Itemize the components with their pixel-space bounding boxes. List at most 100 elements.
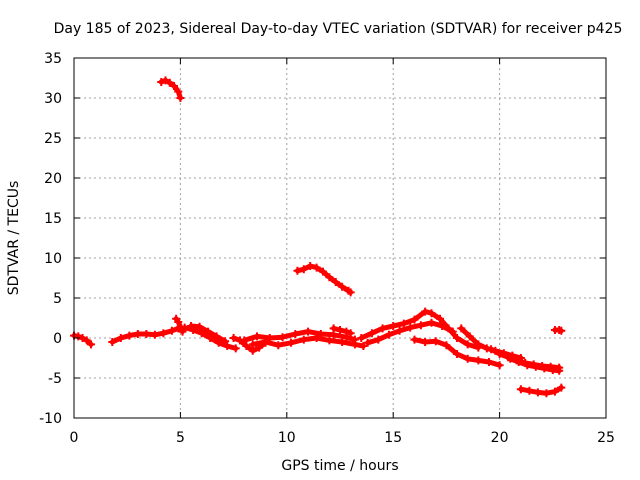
data-point <box>195 322 204 331</box>
data-point <box>487 345 496 354</box>
data-point <box>176 94 185 102</box>
y-tick-label: 30 <box>44 91 62 107</box>
data-point <box>436 314 445 323</box>
data-point <box>299 335 308 344</box>
data-point <box>350 340 359 349</box>
data-point <box>329 324 338 333</box>
data-point <box>378 324 387 333</box>
data-point <box>174 318 183 326</box>
series-trace-seg-band-b <box>250 335 366 349</box>
x-tick-label: 20 <box>491 430 509 446</box>
data-point <box>438 322 447 330</box>
data-point <box>557 383 566 392</box>
data-point <box>331 278 340 286</box>
y-tick-label: 10 <box>44 251 62 267</box>
x-tick-label: 0 <box>70 430 79 446</box>
y-tick-label: 5 <box>53 291 62 307</box>
data-point <box>531 362 540 371</box>
data-point <box>463 354 472 363</box>
data-point <box>542 389 551 398</box>
data-point <box>150 330 159 339</box>
data-point <box>427 318 436 327</box>
y-tick-label: 20 <box>44 171 62 187</box>
data-point <box>287 338 296 347</box>
data-point <box>465 332 474 341</box>
data-point <box>338 282 347 291</box>
data-point <box>557 326 566 335</box>
series-trace-seg-spike <box>173 316 185 335</box>
data-point <box>325 273 334 282</box>
data-point <box>212 332 221 341</box>
data-point <box>427 309 436 318</box>
data-point <box>312 263 321 272</box>
y-tick-label: 0 <box>53 331 62 347</box>
data-point <box>453 334 462 342</box>
data-point <box>299 265 308 274</box>
data-point <box>306 262 315 270</box>
data-point <box>174 87 183 96</box>
x-tick-label: 5 <box>176 430 185 446</box>
data-point <box>342 327 351 336</box>
data-point <box>159 329 168 338</box>
data-point <box>161 76 170 85</box>
data-point <box>474 356 483 365</box>
data-point <box>367 329 376 338</box>
x-tick-label: 25 <box>597 430 615 446</box>
data-point <box>495 350 504 358</box>
data-point <box>242 342 251 350</box>
data-point <box>274 341 283 350</box>
y-tick-label: 35 <box>44 51 62 67</box>
data-point <box>463 340 472 349</box>
y-tick-label: -10 <box>39 411 62 427</box>
y-tick-label: 15 <box>44 211 62 227</box>
data-point <box>525 386 534 395</box>
data-point <box>395 326 404 335</box>
data-point <box>304 327 313 336</box>
data-point <box>223 342 232 350</box>
data-point <box>82 336 91 345</box>
data-point <box>325 336 334 345</box>
x-tick-label: 10 <box>278 430 296 446</box>
data-point <box>338 338 347 346</box>
plot-frame <box>73 57 607 419</box>
data-point <box>442 341 451 350</box>
data-point <box>421 338 430 346</box>
data-point <box>550 387 559 396</box>
y-axis-label: SDTVAR / TECUs <box>6 181 22 296</box>
data-point <box>229 334 238 342</box>
data-point <box>167 326 176 335</box>
data-point <box>293 266 302 275</box>
data-point <box>142 330 151 338</box>
series-trace-seg-band-a <box>241 329 358 343</box>
data-point <box>187 322 196 330</box>
data-point <box>523 361 532 370</box>
data-point <box>389 322 398 330</box>
data-point <box>514 358 523 366</box>
data-point <box>416 321 425 330</box>
data-point <box>278 333 287 342</box>
data-point <box>87 340 96 349</box>
data-point <box>516 385 525 394</box>
data-point <box>484 358 493 366</box>
data-point <box>261 338 270 346</box>
data-point <box>453 350 462 358</box>
data-point <box>363 338 372 347</box>
data-point <box>421 307 430 316</box>
data-point <box>359 342 368 350</box>
data-point <box>448 327 457 336</box>
data-point <box>157 78 166 86</box>
data-point <box>221 337 230 346</box>
data-point <box>357 334 366 342</box>
data-point <box>318 267 327 276</box>
data-point <box>457 324 466 333</box>
chart-title: Day 185 of 2023, Sidereal Day-to-day VTE… <box>54 21 623 37</box>
data-point <box>410 335 419 344</box>
data-point <box>231 344 240 353</box>
data-point <box>374 335 383 344</box>
data-point <box>125 331 134 340</box>
x-axis-label: GPS time / hours <box>281 458 398 474</box>
data-point <box>74 332 83 341</box>
data-point <box>410 315 419 324</box>
data-point <box>384 330 393 339</box>
